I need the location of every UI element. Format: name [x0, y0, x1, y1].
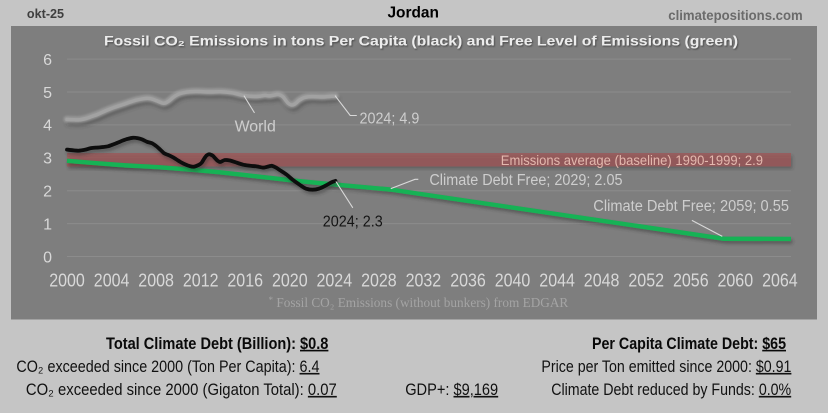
svg-text:Total Climate Debt (Billion):: Total Climate Debt (Billion): $0.8	[106, 335, 328, 353]
svg-text:CO₂ exceeded since 2000 (Gigat: CO₂ exceeded since 2000 (Gigaton Total):…	[26, 381, 337, 399]
svg-text:1: 1	[43, 216, 52, 233]
svg-text:2056: 2056	[673, 271, 709, 291]
svg-text:2008: 2008	[138, 271, 174, 291]
svg-text:2044: 2044	[539, 271, 575, 291]
svg-text:Emissions average (baseline) 1: Emissions average (baseline) 1990-1999; …	[501, 153, 763, 168]
svg-text:2012: 2012	[183, 271, 219, 291]
svg-text:2060: 2060	[718, 271, 754, 291]
svg-text:2048: 2048	[584, 271, 620, 291]
svg-text:5: 5	[43, 85, 52, 102]
svg-text:CO₂ exceeded since 2000 (Ton P: CO₂ exceeded since 2000 (Ton Per Capita)…	[16, 358, 319, 376]
svg-text:6: 6	[43, 52, 52, 69]
svg-text:Climate Debt Free; 2059; 0.55: Climate Debt Free; 2059; 0.55	[593, 198, 789, 215]
svg-text:2004: 2004	[94, 271, 130, 291]
svg-text:2052: 2052	[628, 271, 664, 291]
svg-text:2064: 2064	[762, 271, 798, 291]
svg-text:2000: 2000	[49, 271, 85, 291]
svg-text:2016: 2016	[227, 271, 263, 291]
svg-text:Fossil CO₂ Emissions in tons P: Fossil CO₂ Emissions in tons Per Capita …	[104, 34, 738, 50]
svg-text:World: World	[235, 119, 276, 136]
svg-text:Price per Ton emitted since 20: Price per Ton emitted since 2000: $0.91	[541, 358, 791, 376]
svg-text:2: 2	[43, 184, 52, 201]
svg-text:Climate Debt Free; 2029; 2.05: Climate Debt Free; 2029; 2.05	[429, 172, 622, 189]
svg-text:Climate Debt reduced by Funds:: Climate Debt reduced by Funds: 0.0%	[551, 381, 791, 399]
svg-text:0: 0	[43, 249, 52, 266]
svg-text:* Fossil CO₂ Emissions (withou: * Fossil CO₂ Emissions (without bunkers)…	[269, 295, 569, 310]
svg-text:2024: 2024	[317, 271, 353, 291]
svg-text:2024; 2.3: 2024; 2.3	[323, 213, 383, 230]
svg-text:2040: 2040	[495, 271, 531, 291]
svg-text:GDP+: $9,169: GDP+: $9,169	[405, 381, 498, 399]
svg-text:2020: 2020	[272, 271, 308, 291]
svg-text:okt-25: okt-25	[27, 7, 64, 21]
svg-text:Jordan: Jordan	[387, 5, 439, 22]
svg-text:3: 3	[43, 151, 52, 168]
svg-text:4: 4	[43, 118, 52, 135]
svg-text:Per Capita Climate Debt: $65: Per Capita Climate Debt: $65	[592, 335, 786, 353]
svg-text:2024; 4.9: 2024; 4.9	[360, 110, 420, 127]
svg-text:2032: 2032	[406, 271, 442, 291]
svg-text:2036: 2036	[450, 271, 486, 291]
svg-text:climatepositions.com: climatepositions.com	[668, 7, 802, 23]
svg-text:2028: 2028	[361, 271, 397, 291]
